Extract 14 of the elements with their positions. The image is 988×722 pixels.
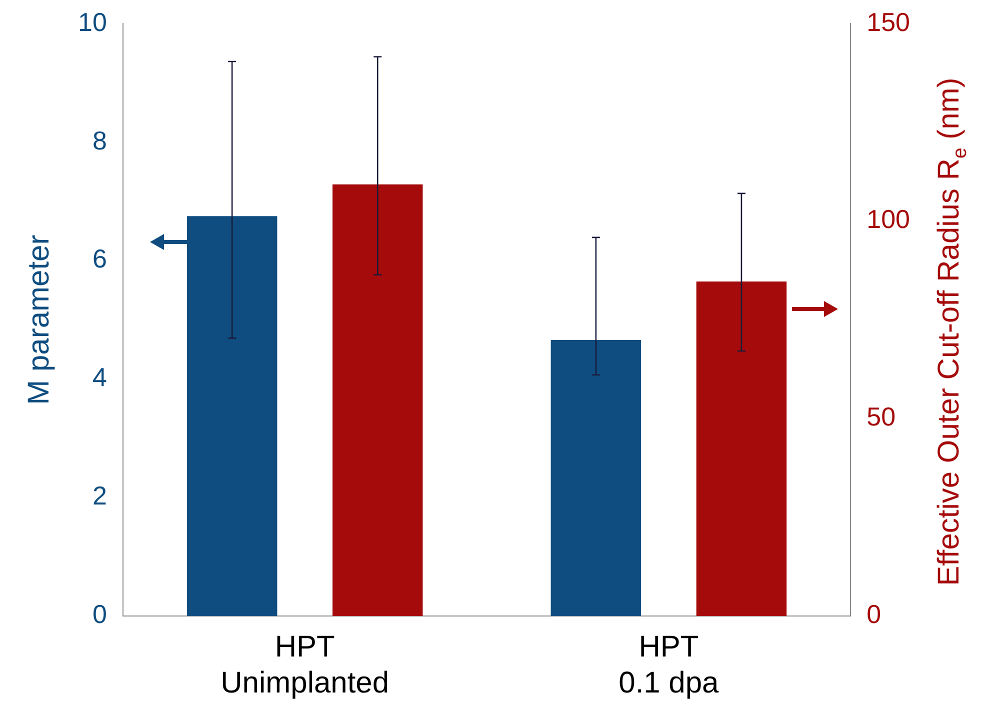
y-tick-label: 6 xyxy=(92,244,107,274)
y-tick-label: 4 xyxy=(92,362,107,392)
y2-tick-label: 50 xyxy=(866,402,896,432)
x-tick-label: HPT Unimplanted xyxy=(220,630,390,700)
y2-tick-label: 0 xyxy=(866,599,882,630)
y2-tick-label: 100 xyxy=(866,204,910,234)
y2-axis-title: Effective Outer Cut-off Radius Re (nm) xyxy=(932,78,971,586)
x-tick-label: HPT 0.1 dpa xyxy=(618,630,720,700)
y-tick-label: 10 xyxy=(78,6,107,37)
y2-tick-label: 150 xyxy=(866,6,910,37)
y-tick-label: 8 xyxy=(92,125,107,156)
y-axis-title: M parameter xyxy=(22,234,56,405)
y-tick-label: 0 xyxy=(92,599,107,630)
y-tick-label: 2 xyxy=(92,480,107,511)
